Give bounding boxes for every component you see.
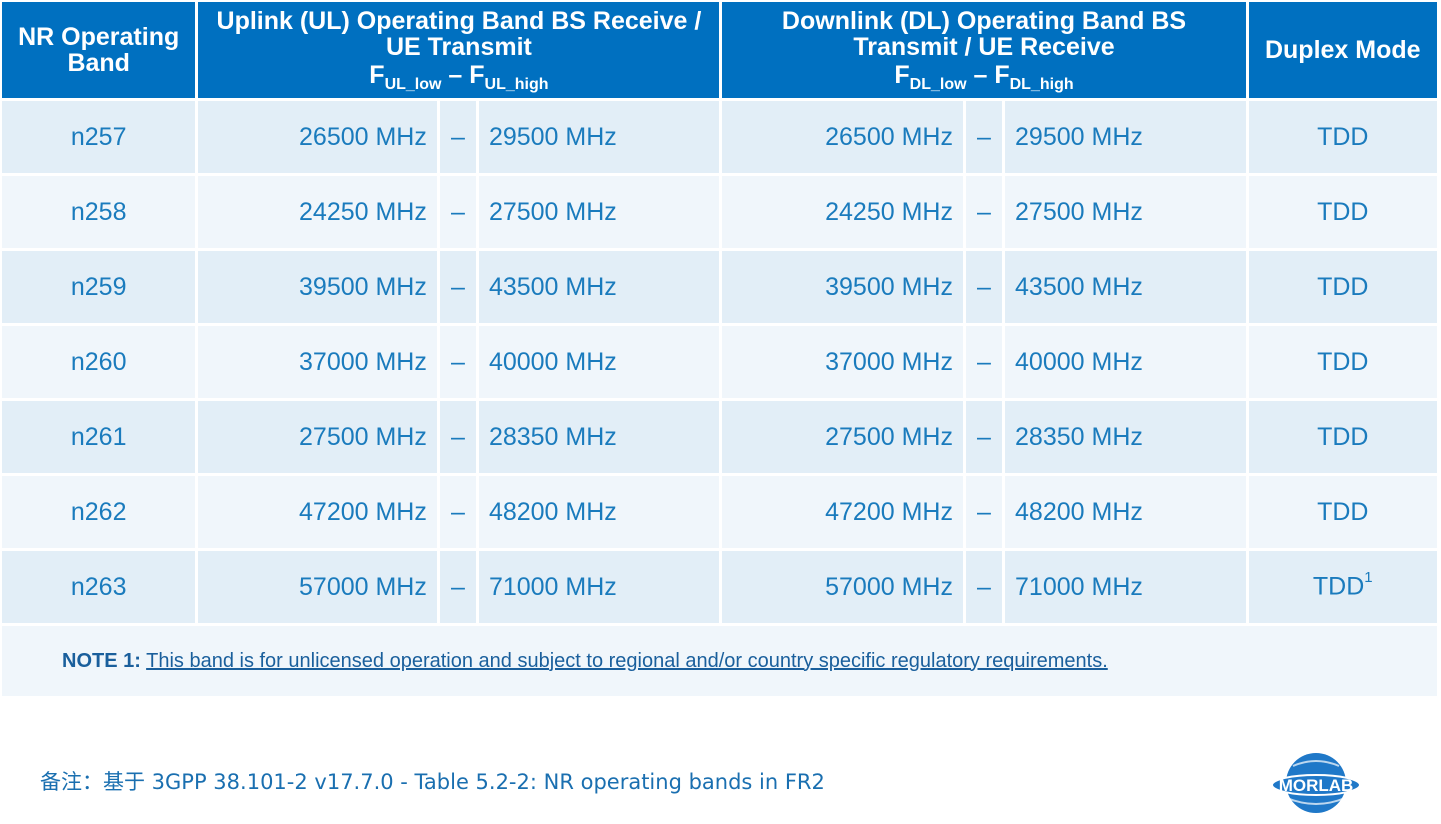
band-cell: n261 [2,401,196,473]
morlab-logo: MORLAB [1271,752,1361,814]
header-band: NR Operating Band [2,2,196,98]
table-row: n259 39500 MHz – 43500 MHz 39500 MHz – 4… [2,251,1437,323]
dl-dash-cell: – [965,176,1003,248]
duplex-cell: TDD [1248,401,1437,473]
duplex-cell: TDD1 [1248,551,1437,623]
ul-high-cell: 28350 MHz [478,401,720,473]
dl-dash-cell: – [965,326,1003,398]
morlab-globe-logo-icon: MORLAB [1271,753,1361,813]
header-duplex: Duplex Mode [1248,2,1437,98]
note-text: This band is for unlicensed operation an… [146,649,1108,672]
uplink-frequency-range: FUL_low – FUL_high [369,61,549,93]
logo-text: MORLAB [1279,776,1354,795]
ul-low-cell: 57000 MHz [198,551,437,623]
dl-low-cell: 47200 MHz [722,476,963,548]
footnote-marker: 1 [1364,569,1373,587]
dl-low-cell: 39500 MHz [722,251,963,323]
dl-dash-cell: – [965,551,1003,623]
ul-low-cell: 24250 MHz [198,176,437,248]
band-cell: n258 [2,176,196,248]
table-row: n263 57000 MHz – 71000 MHz 57000 MHz – 7… [2,551,1437,623]
dl-high-cell: 28350 MHz [1005,401,1246,473]
duplex-cell: TDD [1248,251,1437,323]
ul-high-cell: 48200 MHz [478,476,720,548]
ul-high-cell: 71000 MHz [478,551,720,623]
dl-low-cell: 26500 MHz [722,101,963,173]
band-cell: n262 [2,476,196,548]
dl-high-cell: 27500 MHz [1005,176,1246,248]
ul-dash-cell: – [439,326,476,398]
duplex-cell: TDD [1248,101,1437,173]
downlink-frequency-range: FDL_low – FDL_high [894,61,1074,93]
header-downlink: Downlink (DL) Operating Band BS Transmit… [722,2,1246,98]
dl-dash-cell: – [965,251,1003,323]
duplex-cell: TDD [1248,326,1437,398]
ul-dash-cell: – [439,551,476,623]
ul-dash-cell: – [439,251,476,323]
ul-low-cell: 26500 MHz [198,101,437,173]
duplex-cell: TDD [1248,476,1437,548]
table-row: n257 26500 MHz – 29500 MHz 26500 MHz – 2… [2,101,1437,173]
ul-dash-cell: – [439,476,476,548]
nr-operating-bands-table: NR Operating Band Uplink (UL) Operating … [2,2,1437,696]
ul-dash-cell: – [439,176,476,248]
source-caption: 备注：基于 3GPP 38.101-2 v17.7.0 - Table 5.2-… [40,770,825,794]
dl-low-cell: 57000 MHz [722,551,963,623]
dl-high-cell: 40000 MHz [1005,326,1246,398]
ul-low-cell: 27500 MHz [198,401,437,473]
ul-low-cell: 47200 MHz [198,476,437,548]
ul-dash-cell: – [439,101,476,173]
ul-high-cell: 43500 MHz [478,251,720,323]
ul-low-cell: 37000 MHz [198,326,437,398]
band-cell: n263 [2,551,196,623]
dl-high-cell: 71000 MHz [1005,551,1246,623]
table-row: n260 37000 MHz – 40000 MHz 37000 MHz – 4… [2,326,1437,398]
table-row: n261 27500 MHz – 28350 MHz 27500 MHz – 2… [2,401,1437,473]
dl-high-cell: 29500 MHz [1005,101,1246,173]
dl-high-cell: 48200 MHz [1005,476,1246,548]
dl-low-cell: 37000 MHz [722,326,963,398]
dl-dash-cell: – [965,101,1003,173]
band-cell: n259 [2,251,196,323]
note-label: NOTE 1: [62,649,141,672]
header-row: NR Operating Band Uplink (UL) Operating … [2,2,1437,98]
dl-high-cell: 43500 MHz [1005,251,1246,323]
band-cell: n257 [2,101,196,173]
dl-dash-cell: – [965,401,1003,473]
dl-dash-cell: – [965,476,1003,548]
table-row: n258 24250 MHz – 27500 MHz 24250 MHz – 2… [2,176,1437,248]
ul-high-cell: 29500 MHz [478,101,720,173]
ul-dash-cell: – [439,401,476,473]
header-uplink: Uplink (UL) Operating Band BS Receive / … [198,2,720,98]
duplex-cell: TDD [1248,176,1437,248]
note-row: NOTE 1: This band is for unlicensed oper… [2,626,1437,696]
dl-low-cell: 24250 MHz [722,176,963,248]
table-row: n262 47200 MHz – 48200 MHz 47200 MHz – 4… [2,476,1437,548]
ul-high-cell: 27500 MHz [478,176,720,248]
ul-high-cell: 40000 MHz [478,326,720,398]
duplex-value: TDD [1312,572,1365,601]
dl-low-cell: 27500 MHz [722,401,963,473]
note-cell: NOTE 1: This band is for unlicensed oper… [2,626,1437,696]
ul-low-cell: 39500 MHz [198,251,437,323]
band-cell: n260 [2,326,196,398]
